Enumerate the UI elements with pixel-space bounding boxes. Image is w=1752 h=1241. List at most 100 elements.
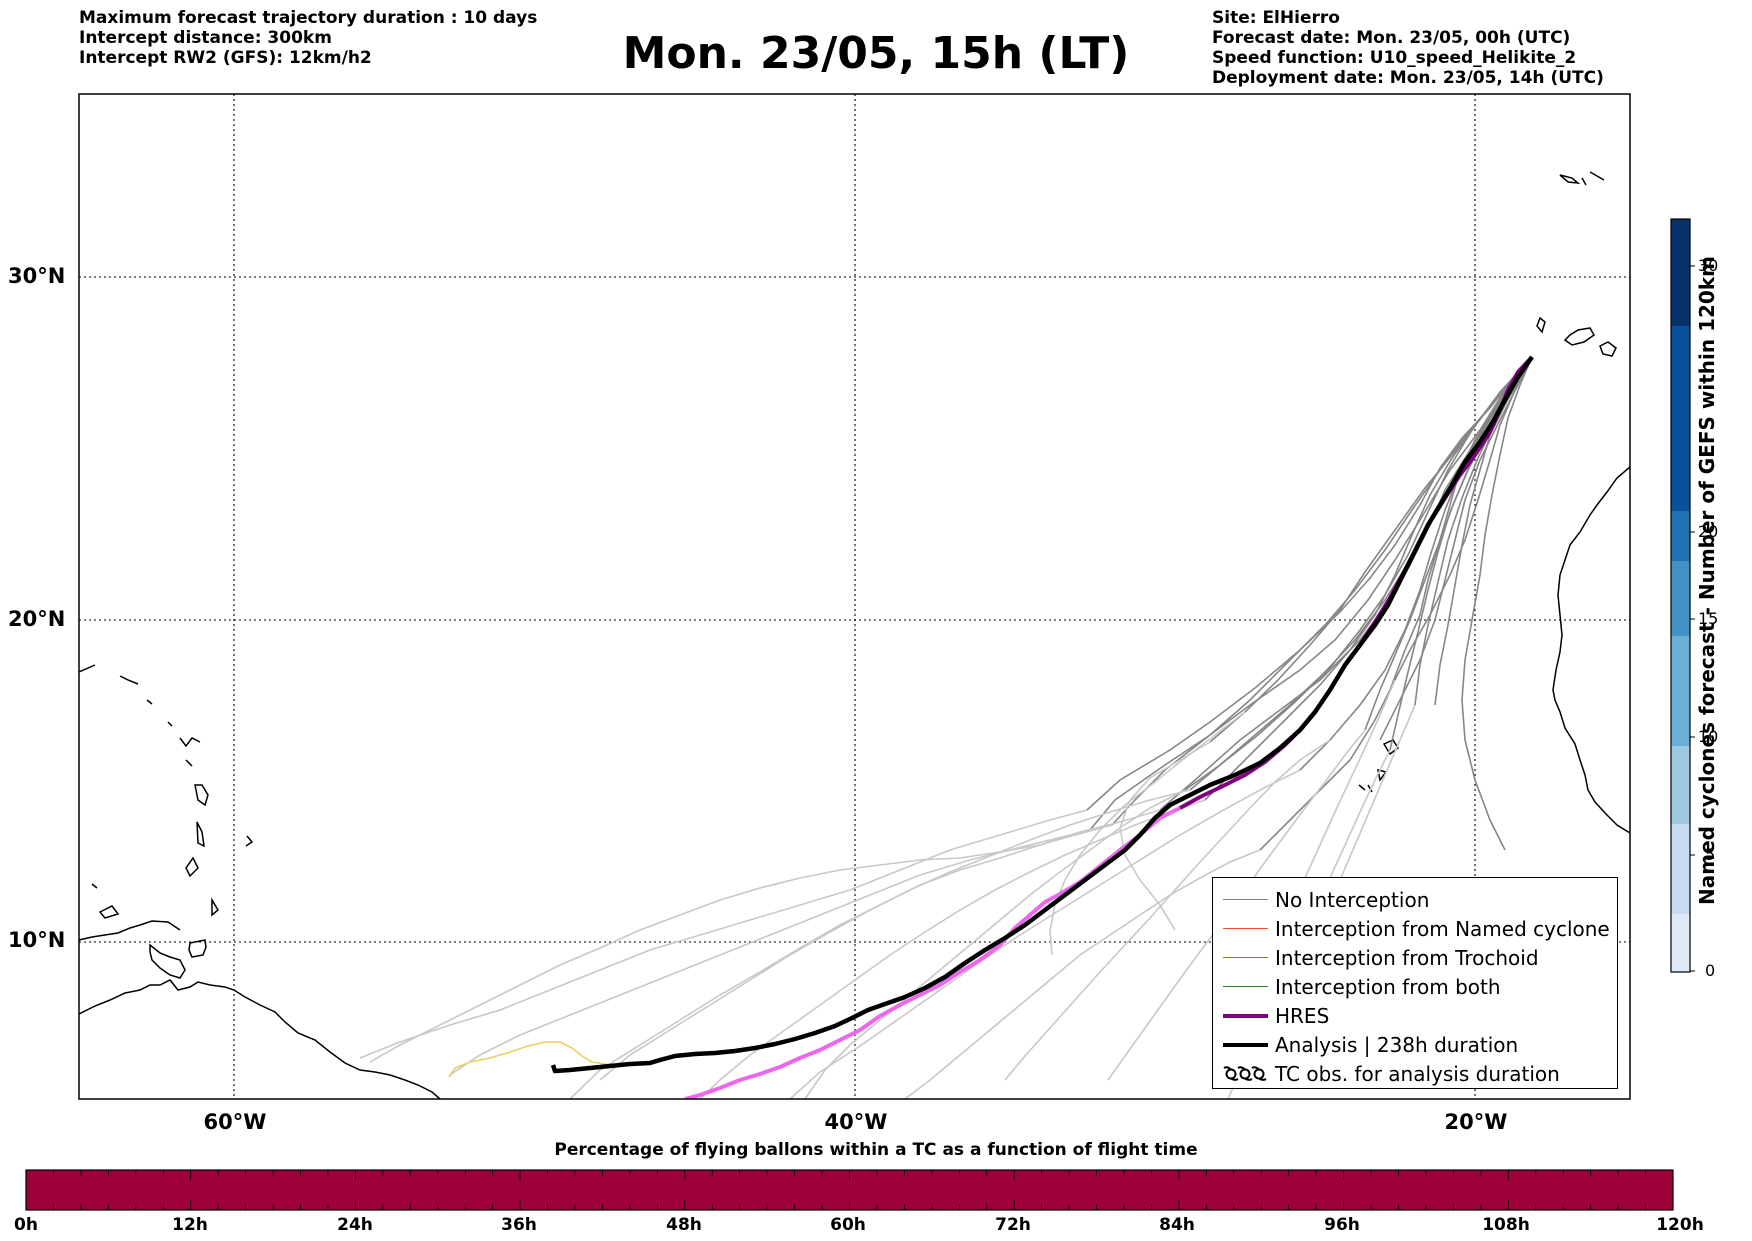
colorbar-band (1671, 636, 1690, 746)
colorbar-tick-label: 0 (1705, 961, 1716, 980)
map-gridlines (79, 94, 1630, 1099)
cyclone-colorbar (1670, 218, 1695, 973)
thin-gray-line-icon (1223, 899, 1268, 900)
colorbar-band (1671, 219, 1690, 326)
venezuela-inlet-coast (149, 943, 186, 979)
flight-time-bar (25, 1169, 1674, 1211)
site-info: Site: ElHierro (1212, 8, 1340, 28)
colorbar-band (1671, 824, 1690, 914)
flight-time-bar-ticks (25, 1170, 1674, 1210)
hour-label: 12h (172, 1215, 208, 1235)
hour-label: 84h (1159, 1215, 1195, 1235)
trajectory-line (599, 789, 1191, 1081)
late-trajectories (359, 679, 1416, 1099)
legend-label: No Interception (1275, 888, 1430, 912)
legend-label: Interception from Trochoid (1275, 946, 1539, 970)
legend-label: Interception from Named cyclone (1275, 917, 1610, 941)
intercept-rw2-info: Intercept RW2 (GFS): 12km/h2 (79, 48, 372, 68)
colorbar-band (1671, 561, 1690, 636)
canary-islands-coast (1536, 316, 1617, 357)
legend-label: TC obs. for analysis duration (1275, 1062, 1560, 1086)
speed-function-info: Speed function: U10_speed_Helikite_2 (1212, 48, 1577, 68)
lon-label-20w: 20°W (1444, 1110, 1508, 1134)
lon-label-60w: 60°W (203, 1110, 267, 1134)
coastlines (79, 171, 1630, 1099)
trajectory-line (1299, 356, 1533, 771)
trajectory-line (1049, 711, 1246, 956)
hour-label: 60h (830, 1215, 866, 1235)
trajectory-line (699, 799, 1206, 1099)
trajectory-line (1089, 356, 1533, 831)
intercept-distance-info: Intercept distance: 300km (79, 28, 332, 48)
thick-black-line-icon (1223, 1043, 1268, 1047)
colorbar-tick-label: 20 (1698, 522, 1719, 541)
colorbar-band (1671, 914, 1690, 972)
hour-label: 24h (337, 1215, 373, 1235)
south-america-coast (79, 979, 441, 1099)
cyclone-symbols-icon (1223, 1066, 1267, 1081)
legend-item-no-interception: No Interception (1213, 885, 1617, 914)
trajectory-line (1004, 739, 1331, 1081)
lesser-antilles-coast (79, 664, 254, 919)
hour-label: 72h (995, 1215, 1031, 1235)
lat-label-20n: 20°N (8, 607, 66, 631)
trajectory-duration-info: Maximum forecast trajectory duration : 1… (79, 8, 538, 28)
bottom-bar-title: Percentage of flying ballons within a TC… (554, 1140, 1198, 1160)
trajectory-line (789, 769, 1301, 1099)
colorbar-frame (1670, 218, 1691, 973)
hour-label: 108h (1482, 1215, 1530, 1235)
hour-label: 120h (1656, 1215, 1704, 1235)
trajectory-line (1184, 356, 1533, 791)
colorbar-tick-label: 15 (1698, 609, 1719, 628)
forecast-date-info: Forecast date: Mon. 23/05, 00h (UTC) (1212, 28, 1571, 48)
colorbar-band (1671, 511, 1690, 561)
azores-madeira-coast (1559, 171, 1605, 186)
thin-orange-line-icon (1223, 928, 1268, 929)
trajectory-line (1119, 741, 1211, 931)
legend-item-hres: HRES (1213, 1001, 1617, 1030)
lon-label-40w: 40°W (824, 1110, 888, 1134)
thin-green-line-icon (1223, 986, 1268, 987)
trajectory-line (1394, 356, 1533, 681)
trinidad-coast (188, 939, 207, 958)
hour-label: 0h (14, 1215, 38, 1235)
colorbar-tick-label: 10 (1698, 727, 1719, 746)
trajectory-line (1379, 356, 1533, 741)
hour-label: 48h (666, 1215, 702, 1235)
colorbar-band (1671, 746, 1690, 824)
thick-purple-line-icon (1223, 1014, 1268, 1018)
legend: No Interception Interception from Named … (1212, 877, 1618, 1089)
thin-olive-line-icon (1223, 957, 1268, 958)
trajectory-line (1461, 356, 1533, 851)
caribbean-mainland-coast (79, 920, 181, 941)
map-frame (78, 93, 1631, 1100)
deployment-date-info: Deployment date: Mon. 23/05, 14h (UTC) (1212, 68, 1604, 88)
analysis-trajectory-line (550, 355, 1534, 1074)
page-title: Mon. 23/05, 15h (LT) (622, 28, 1130, 79)
legend-item-both: Interception from both (1213, 972, 1617, 1001)
africa-coast (1552, 466, 1630, 834)
trajectory-line (904, 849, 1261, 1099)
colorbar-label: Named cyclones forecast - Number of GEFS… (1695, 256, 1719, 905)
legend-item-named-cyclone: Interception from Named cyclone (1213, 914, 1617, 943)
trajectory-line (804, 789, 1186, 1099)
legend-item-analysis: Analysis | 238h duration (1213, 1030, 1617, 1059)
hour-label: 96h (1324, 1215, 1360, 1235)
cape-verde-coast (1358, 739, 1400, 793)
lat-label-10n: 10°N (8, 928, 66, 952)
trajectory-line (1189, 356, 1533, 791)
legend-label: HRES (1275, 1004, 1330, 1028)
yellow-track-line (448, 1041, 621, 1078)
colorbar-tick-label: 30 (1698, 256, 1719, 275)
trajectory-line (359, 809, 1088, 1059)
colorbar-band (1671, 326, 1690, 511)
legend-label: Interception from both (1275, 975, 1501, 999)
legend-item-tc-obs: TC obs. for analysis duration (1213, 1059, 1617, 1088)
legend-item-trochoid: Interception from Trochoid (1213, 943, 1617, 972)
trajectory-line (369, 824, 1113, 1063)
legend-label: Analysis | 238h duration (1275, 1033, 1519, 1057)
lat-label-30n: 30°N (8, 264, 66, 288)
colorbar-tick-label: 5 (1705, 845, 1716, 864)
trajectory-line (1259, 356, 1533, 851)
hour-label: 36h (501, 1215, 537, 1235)
